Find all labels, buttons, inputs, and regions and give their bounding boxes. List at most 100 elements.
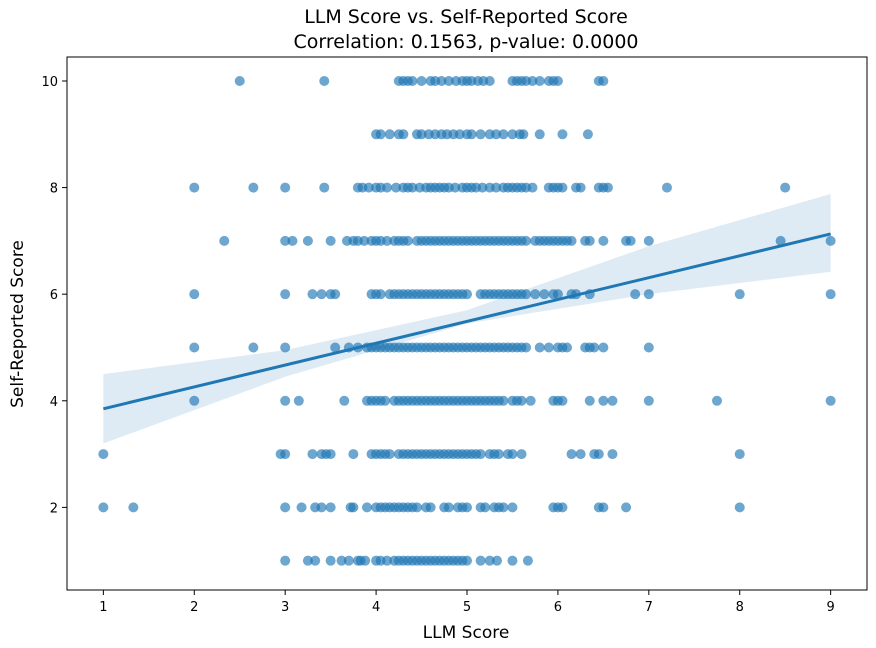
x-tick-label: 3 [281, 600, 289, 615]
data-point [530, 289, 541, 300]
x-tick-label: 4 [372, 600, 380, 615]
data-point [462, 502, 472, 513]
data-point [566, 235, 577, 246]
data-point [319, 182, 330, 193]
data-point [462, 289, 472, 300]
data-point [402, 235, 413, 246]
data-point [598, 502, 609, 513]
data-point [280, 289, 291, 300]
data-point [330, 289, 341, 300]
x-tick-label: 5 [463, 600, 471, 615]
data-point [280, 502, 291, 513]
data-point [296, 502, 307, 513]
data-point [248, 182, 259, 193]
data-point [607, 395, 618, 406]
data-point [436, 75, 447, 86]
data-point [712, 395, 722, 406]
data-point [582, 129, 593, 140]
data-point [534, 75, 545, 86]
data-point [189, 395, 200, 406]
data-point [382, 182, 392, 193]
data-point [359, 235, 370, 246]
data-point [575, 449, 586, 460]
data-point [307, 449, 318, 460]
data-point [310, 555, 321, 566]
regression-line-path [103, 232, 831, 411]
data-point [248, 342, 259, 353]
data-point [454, 129, 465, 140]
data-point [189, 289, 200, 300]
y-tick-label: 10 [41, 75, 58, 90]
data-point [343, 555, 354, 566]
data-point [425, 502, 436, 513]
x-axis-label: LLM Score [423, 623, 510, 643]
data-point [825, 235, 836, 246]
data-point [280, 449, 291, 460]
data-point [598, 342, 609, 353]
data-point [98, 502, 109, 513]
data-point [507, 555, 518, 566]
data-point [598, 235, 609, 246]
data-point [598, 75, 609, 86]
x-axis-ticks: 1 2 3 4 5 6 7 8 9 [99, 590, 835, 615]
data-point [566, 449, 577, 460]
data-point [602, 182, 613, 193]
data-point [621, 502, 632, 513]
data-point [407, 182, 418, 193]
data-point [539, 289, 550, 300]
data-point [384, 449, 395, 460]
data-point [189, 342, 200, 353]
x-tick-label: 8 [736, 600, 744, 615]
data-point [734, 289, 745, 300]
data-point [336, 555, 347, 566]
data-point [575, 182, 586, 193]
data-point [475, 449, 486, 460]
data-points [98, 75, 836, 566]
data-point [375, 289, 386, 300]
data-point [734, 449, 745, 460]
confidence-band-area [103, 193, 831, 444]
data-point [380, 395, 391, 406]
regression-line [103, 232, 831, 411]
data-point [443, 502, 454, 513]
data-point [382, 235, 392, 246]
data-point [584, 395, 595, 406]
data-point [552, 75, 563, 86]
data-point [518, 129, 529, 140]
data-point [475, 129, 486, 140]
data-point [316, 289, 327, 300]
data-point [234, 75, 245, 86]
data-point [491, 129, 502, 140]
data-point [507, 129, 518, 140]
data-point [507, 502, 518, 513]
data-point [825, 395, 836, 406]
data-point [363, 182, 374, 193]
data-point [780, 182, 791, 193]
data-point [307, 289, 318, 300]
data-point [521, 342, 532, 353]
data-point [360, 555, 371, 566]
data-point [412, 502, 422, 513]
y-tick-label: 2 [50, 501, 58, 516]
data-point [325, 449, 336, 460]
data-point [484, 555, 495, 566]
data-point [339, 395, 350, 406]
data-point [492, 555, 502, 566]
y-tick-label: 6 [50, 288, 58, 303]
data-point [293, 395, 304, 406]
data-point [362, 502, 372, 513]
data-point [498, 395, 509, 406]
data-point [316, 502, 327, 513]
data-point [407, 75, 418, 86]
data-point [521, 235, 532, 246]
data-point [98, 449, 109, 460]
data-point [280, 235, 291, 246]
data-point [527, 182, 538, 193]
data-point [462, 555, 472, 566]
data-point [280, 182, 291, 193]
data-point [643, 342, 654, 353]
data-point [416, 129, 427, 140]
data-point [552, 289, 563, 300]
data-point [643, 395, 654, 406]
